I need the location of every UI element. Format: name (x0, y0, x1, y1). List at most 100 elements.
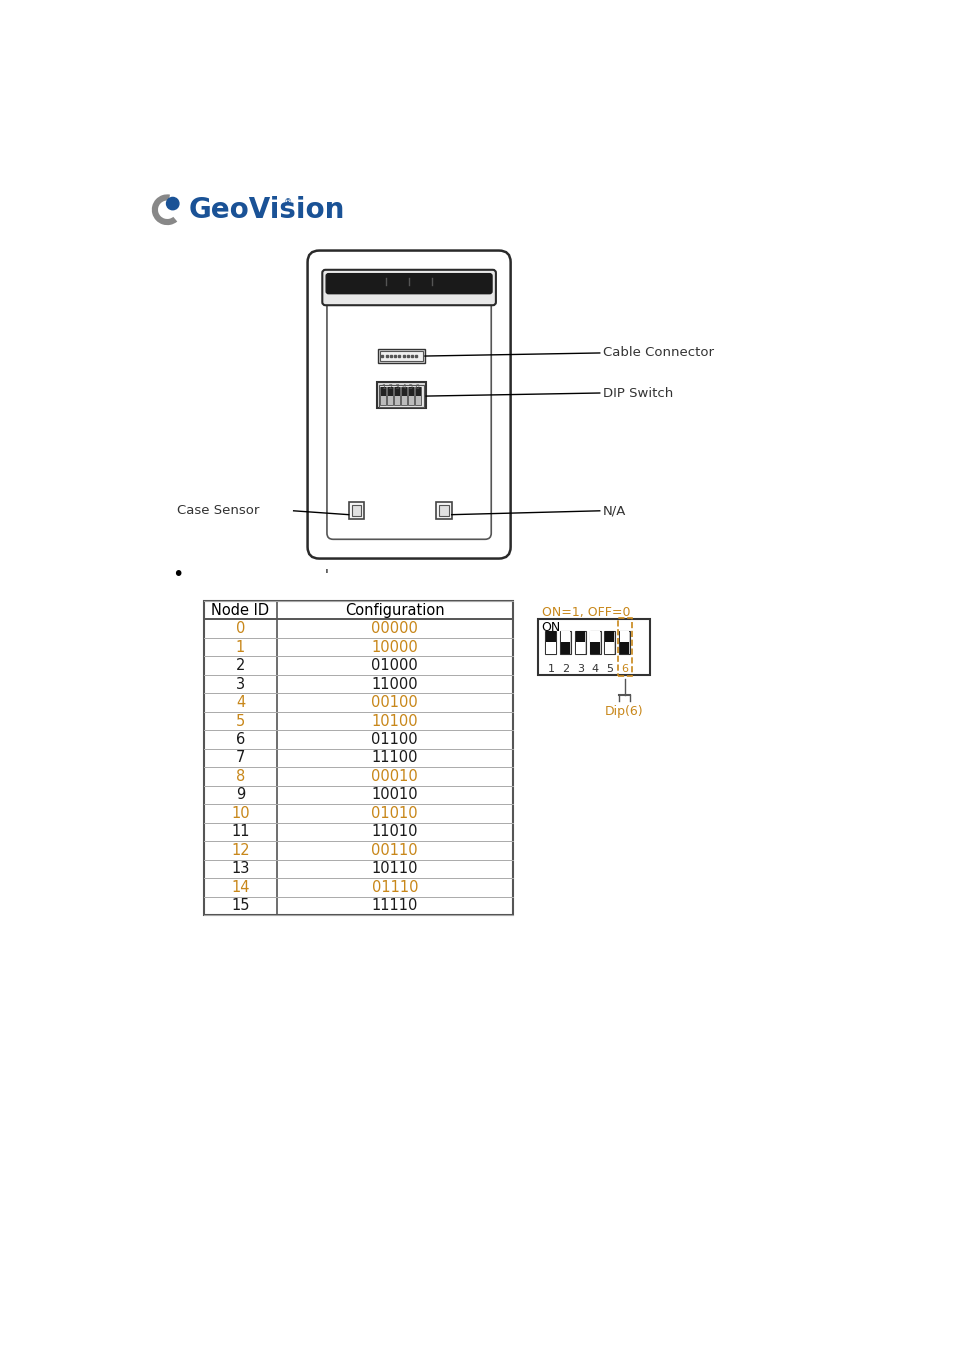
FancyBboxPatch shape (307, 251, 510, 559)
Text: 4: 4 (235, 695, 245, 710)
Bar (575, 630, 585, 653)
Bar (604, 630, 614, 643)
Text: ®: ® (283, 198, 292, 208)
Text: 5: 5 (606, 664, 613, 674)
FancyBboxPatch shape (327, 274, 491, 539)
Bar (619, 630, 629, 643)
Text: Case Sensor: Case Sensor (177, 505, 259, 517)
Bar (380, 387, 386, 405)
Text: 01110: 01110 (371, 880, 417, 895)
Bar (604, 630, 615, 653)
Bar (408, 387, 414, 405)
Text: Cable Connector: Cable Connector (602, 347, 713, 359)
Bar (348, 502, 364, 520)
Bar (559, 630, 571, 653)
Bar (204, 601, 513, 620)
Text: 11010: 11010 (371, 825, 417, 840)
Text: ON: ON (541, 621, 560, 633)
Bar (204, 878, 513, 896)
Bar (401, 387, 407, 405)
Bar (619, 643, 629, 653)
Bar (439, 505, 448, 516)
Bar (395, 387, 399, 396)
Text: Dip(6): Dip(6) (604, 705, 643, 718)
Bar (204, 711, 513, 730)
Bar (408, 387, 414, 396)
Text: 3: 3 (235, 676, 245, 691)
Bar (204, 730, 513, 749)
Text: 10000: 10000 (371, 640, 417, 655)
Bar (604, 643, 614, 653)
Wedge shape (152, 194, 177, 225)
Bar (537, 620, 649, 675)
Bar (204, 637, 513, 656)
Bar (352, 505, 360, 516)
Bar (436, 502, 452, 520)
Bar (590, 630, 599, 643)
Bar (204, 805, 513, 822)
Bar (204, 656, 513, 675)
Text: 6: 6 (235, 732, 245, 747)
Bar (204, 601, 513, 915)
Bar (575, 643, 584, 653)
Text: DIP Switch: DIP Switch (602, 386, 673, 400)
Text: 5: 5 (235, 714, 245, 729)
Bar (546, 643, 555, 653)
Text: GeoVision: GeoVision (189, 196, 345, 224)
Bar (416, 387, 420, 396)
Text: 1: 1 (235, 640, 245, 655)
Text: 3: 3 (577, 664, 583, 674)
Text: 11100: 11100 (371, 751, 417, 765)
Bar (394, 387, 399, 405)
Circle shape (167, 197, 179, 209)
Bar (377, 350, 424, 363)
Bar (546, 630, 555, 643)
Text: 2: 2 (235, 657, 245, 674)
Bar (575, 630, 584, 643)
Bar (387, 387, 393, 396)
Text: 8: 8 (235, 769, 245, 784)
Text: 0: 0 (235, 621, 245, 636)
Bar (204, 675, 513, 694)
Text: 13: 13 (232, 861, 250, 876)
Text: 11000: 11000 (371, 676, 417, 691)
Text: 12: 12 (231, 842, 250, 857)
Text: 01100: 01100 (371, 732, 417, 747)
Text: 2: 2 (561, 664, 569, 674)
Bar (589, 630, 599, 653)
Text: Node ID: Node ID (212, 602, 270, 618)
Bar (560, 630, 570, 643)
Text: 1 2 3 4 5 6: 1 2 3 4 5 6 (382, 383, 420, 390)
Bar (401, 387, 406, 396)
Bar (204, 786, 513, 805)
Text: 11110: 11110 (371, 898, 417, 914)
Text: ON=1, OFF=0: ON=1, OFF=0 (541, 606, 630, 618)
Text: 00110: 00110 (371, 842, 417, 857)
Bar (204, 841, 513, 860)
Text: ': ' (324, 568, 328, 582)
Bar (617, 618, 631, 676)
Text: 10: 10 (231, 806, 250, 821)
Text: 4: 4 (591, 664, 598, 674)
Bar (379, 351, 422, 362)
Text: 7: 7 (235, 751, 245, 765)
Text: 00000: 00000 (371, 621, 417, 636)
FancyBboxPatch shape (322, 270, 496, 305)
Bar (387, 387, 393, 405)
Text: 15: 15 (231, 898, 250, 914)
Bar (380, 387, 385, 396)
Bar (590, 643, 599, 653)
Text: Configuration: Configuration (345, 602, 444, 618)
Bar (204, 860, 513, 878)
Text: 00010: 00010 (371, 769, 417, 784)
Text: •: • (172, 566, 183, 585)
Bar (204, 694, 513, 711)
Text: 10010: 10010 (371, 787, 417, 802)
Bar (204, 620, 513, 637)
Text: 01000: 01000 (371, 657, 417, 674)
Bar (204, 767, 513, 786)
Bar (204, 896, 513, 915)
Bar (618, 630, 629, 653)
Text: 01010: 01010 (371, 806, 417, 821)
Text: 10110: 10110 (371, 861, 417, 876)
